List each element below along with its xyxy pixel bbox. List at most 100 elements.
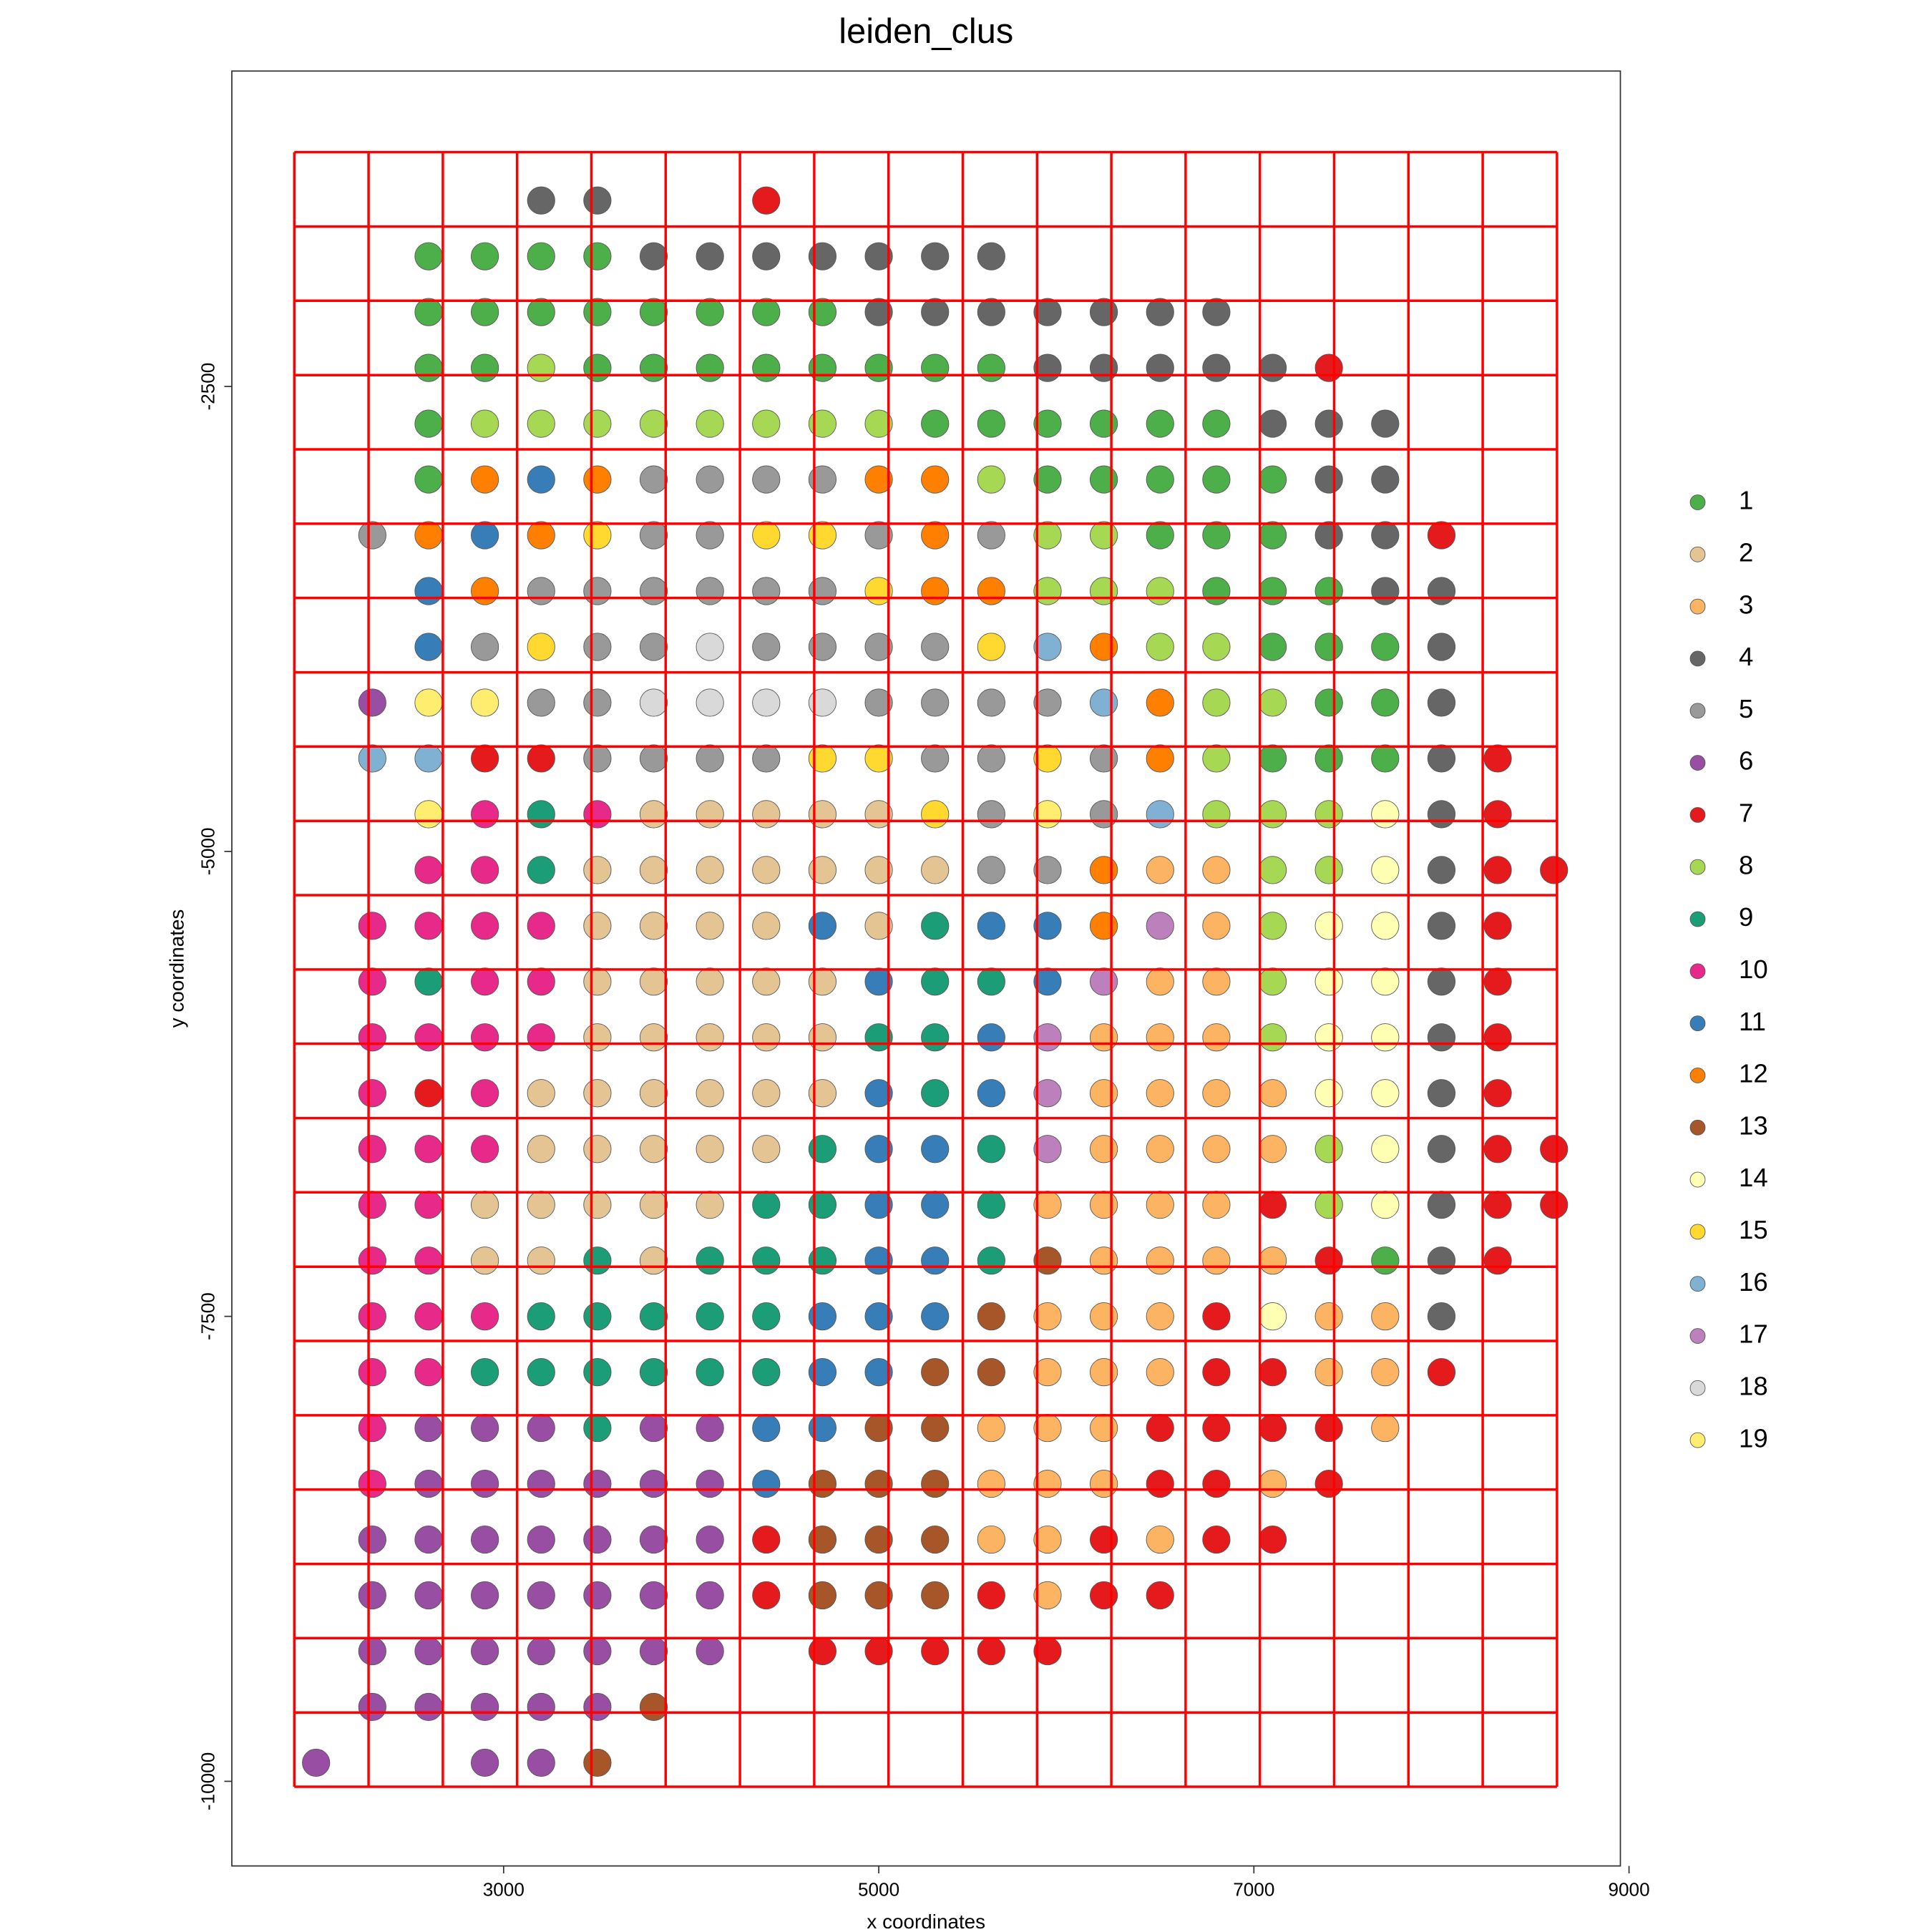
legend-swatch bbox=[1689, 806, 1706, 823]
point bbox=[921, 1581, 950, 1610]
point bbox=[1427, 800, 1456, 829]
point bbox=[977, 1023, 1005, 1052]
point bbox=[808, 1191, 837, 1219]
point bbox=[1483, 1079, 1512, 1108]
point bbox=[1090, 1135, 1118, 1163]
point bbox=[639, 633, 668, 661]
point bbox=[583, 465, 612, 494]
point bbox=[414, 1358, 443, 1387]
point bbox=[1427, 967, 1456, 996]
point bbox=[977, 633, 1005, 661]
point bbox=[414, 856, 443, 884]
point bbox=[1033, 1079, 1062, 1108]
point bbox=[1483, 800, 1512, 829]
point bbox=[471, 1079, 499, 1108]
point bbox=[583, 186, 612, 215]
point bbox=[977, 521, 1005, 550]
point bbox=[864, 856, 893, 884]
point bbox=[808, 1246, 837, 1275]
point bbox=[1258, 633, 1287, 661]
point bbox=[808, 1358, 837, 1387]
point bbox=[977, 688, 1005, 717]
point bbox=[808, 1413, 837, 1443]
point bbox=[639, 298, 668, 326]
point bbox=[471, 967, 499, 996]
point bbox=[1258, 521, 1287, 550]
x-tick-label: 9000 bbox=[1609, 1878, 1650, 1900]
point bbox=[583, 1748, 612, 1777]
point bbox=[696, 409, 724, 438]
point bbox=[358, 1469, 386, 1498]
point bbox=[414, 1023, 443, 1052]
point bbox=[977, 856, 1005, 884]
point bbox=[583, 242, 612, 270]
point bbox=[864, 1302, 893, 1331]
point bbox=[527, 1191, 555, 1219]
point bbox=[414, 1581, 443, 1610]
point bbox=[1090, 912, 1118, 940]
point bbox=[1033, 1191, 1062, 1219]
point bbox=[1371, 1302, 1400, 1331]
point bbox=[1033, 856, 1062, 884]
point bbox=[1033, 744, 1062, 773]
point bbox=[527, 633, 555, 661]
point bbox=[1146, 1302, 1174, 1331]
point bbox=[358, 1246, 386, 1275]
point bbox=[921, 1413, 950, 1443]
point bbox=[471, 577, 499, 605]
point bbox=[358, 1302, 386, 1331]
point bbox=[1427, 1079, 1456, 1108]
point bbox=[527, 521, 555, 550]
point bbox=[1483, 1246, 1512, 1275]
point bbox=[1371, 465, 1400, 494]
legend-label: 15 bbox=[1739, 1215, 1768, 1244]
point bbox=[414, 633, 443, 661]
point bbox=[1090, 1581, 1118, 1610]
point bbox=[808, 465, 837, 494]
point bbox=[921, 1191, 950, 1219]
point bbox=[921, 800, 950, 829]
point bbox=[1090, 967, 1118, 996]
point bbox=[752, 1358, 781, 1387]
point bbox=[1427, 1023, 1456, 1052]
point bbox=[752, 633, 781, 661]
point bbox=[527, 242, 555, 270]
y-axis-label: y coordinates bbox=[165, 909, 187, 1028]
point bbox=[527, 1469, 555, 1498]
point bbox=[808, 1581, 837, 1610]
point bbox=[696, 1636, 724, 1666]
point bbox=[696, 1079, 724, 1108]
point bbox=[696, 1302, 724, 1331]
point bbox=[696, 1246, 724, 1275]
point bbox=[1540, 1135, 1568, 1163]
point bbox=[864, 1079, 893, 1108]
point bbox=[1427, 1246, 1456, 1275]
point bbox=[808, 633, 837, 661]
point bbox=[977, 967, 1005, 996]
point bbox=[808, 353, 837, 382]
point bbox=[414, 1692, 443, 1722]
point bbox=[752, 912, 781, 940]
point bbox=[583, 800, 612, 829]
point bbox=[471, 1191, 499, 1219]
legend-swatch bbox=[1689, 1068, 1706, 1083]
point bbox=[808, 242, 837, 270]
point bbox=[977, 1135, 1005, 1163]
point bbox=[639, 800, 668, 829]
legend-swatch bbox=[1689, 1432, 1706, 1448]
point bbox=[1202, 912, 1231, 940]
point bbox=[1146, 1135, 1174, 1163]
legend-label: 16 bbox=[1739, 1267, 1768, 1297]
point bbox=[864, 967, 893, 996]
point bbox=[977, 1191, 1005, 1219]
point bbox=[864, 688, 893, 717]
point bbox=[1033, 633, 1062, 661]
legend-swatch bbox=[1689, 650, 1706, 667]
point bbox=[471, 465, 499, 494]
point bbox=[696, 1135, 724, 1163]
point bbox=[752, 1469, 781, 1498]
point bbox=[414, 242, 443, 270]
point bbox=[471, 1692, 499, 1722]
point bbox=[921, 1302, 950, 1331]
point bbox=[414, 1525, 443, 1554]
